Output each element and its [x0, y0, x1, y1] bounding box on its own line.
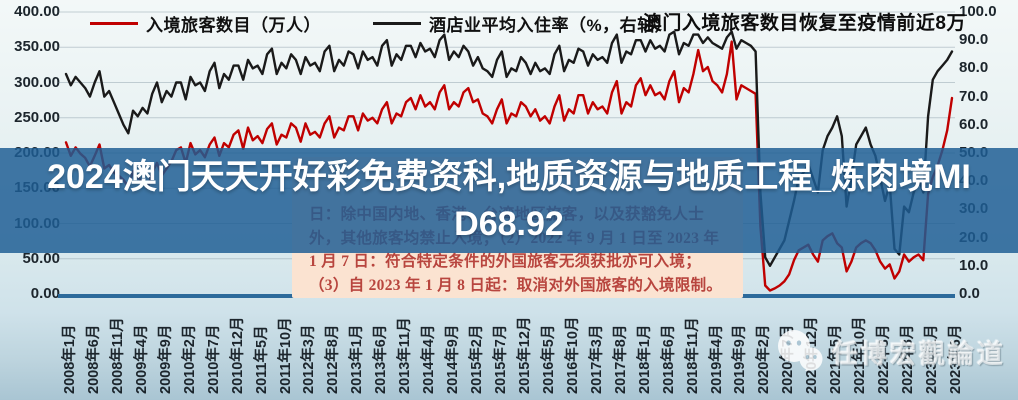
chart-title: 澳门入境旅客数目恢复至疫情前近8万: [642, 13, 966, 34]
y-tick-label-left: 300.00: [14, 73, 60, 91]
y-tick-label-left: 0.00: [30, 285, 60, 302]
y-tick-label-right: 10.0: [959, 256, 989, 274]
spam-overlay-band: 2024澳门天天开好彩免费资科,地质资源与地质工程_炼肉境MID68.92: [0, 148, 1018, 253]
legend-label-visitors: 入境旅客数目（万人）: [146, 16, 321, 35]
wechat-icon: [778, 330, 823, 371]
watermark: 任博宏觀論道: [772, 326, 1006, 378]
watermark-text: 任博宏觀論道: [832, 338, 1007, 369]
annotation-line: 1 月 7 日：符合特定条件的外国旅客无须获批亦可入境；: [309, 253, 702, 270]
y-tick-label-left: 350.00: [14, 38, 60, 56]
y-tick-label-right: 100.0: [959, 3, 997, 20]
y-tick-label-right: 0.0: [959, 285, 980, 302]
y-tick-label-right: 80.0: [959, 59, 989, 77]
legend-label-occupancy: 酒店业平均入住率（%，右轴）: [429, 16, 673, 35]
spam-overlay-text: 2024澳门天天开好彩免费资科,地质资源与地质工程_炼肉境MID68.92: [47, 158, 971, 243]
y-tick-label-left: 50.00: [22, 249, 60, 267]
y-tick-label-right: 90.0: [959, 31, 989, 49]
y-tick-label-right: 60.0: [959, 115, 989, 133]
y-tick-label-left: 400.00: [14, 3, 60, 20]
y-tick-label-left: 250.00: [14, 108, 60, 126]
legend-line-visitors: [90, 22, 138, 25]
legend: 入境旅客数目（万人） 酒店业平均入住率（%，右轴）: [90, 11, 672, 36]
y-tick-label-right: 70.0: [959, 87, 989, 105]
annotation-line: （3）自 2023 年 1 月 8 日起：取消对外国旅客的入境限制。: [309, 276, 723, 294]
legend-line-occupancy: [373, 22, 421, 25]
